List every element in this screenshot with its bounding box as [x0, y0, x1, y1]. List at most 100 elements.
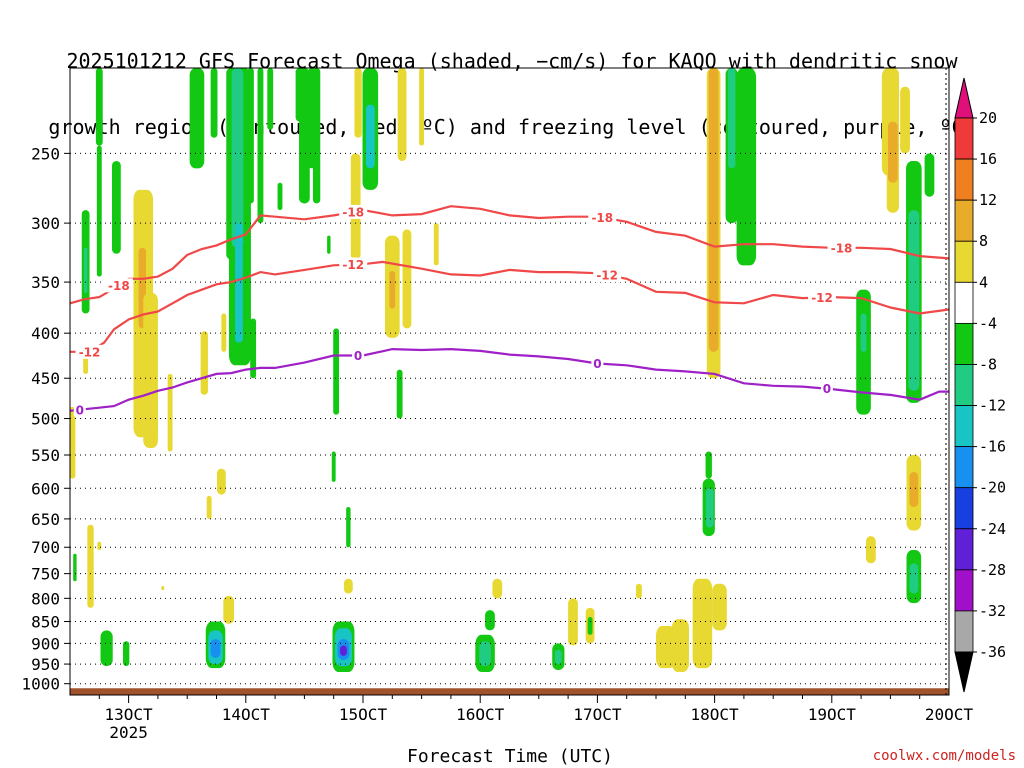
colorbar-label--28: -28 — [979, 561, 1006, 579]
omega-region-79 — [708, 68, 719, 352]
omega-region-25 — [216, 468, 226, 495]
y-tick-label-300: 300 — [31, 214, 60, 233]
contour-label-bg — [104, 278, 133, 293]
contour-label-bg — [588, 210, 617, 225]
colorbar-band--28--24 — [954, 528, 974, 571]
colorbar-label--12: -12 — [979, 397, 1006, 415]
temperature-contours: -18 -18 -18 -18 -12 -12 -12 -12 0 0 0 0 — [70, 204, 949, 417]
x-tick-label-19OCT: 19OCT — [808, 705, 857, 724]
contour-label--18: -18 — [591, 211, 613, 225]
x-tick-label-17OCT: 17OCT — [573, 705, 622, 724]
omega-region-51 — [354, 68, 362, 138]
colorbar-band-4-8 — [954, 240, 974, 283]
omega-region-84 — [860, 313, 867, 352]
x-axis: 13OCT 14OCT 15OCT 16OCT 17OCT 18OCT 19OCT 20OCT… — [98, 695, 973, 742]
colorbar-band--20--16 — [954, 446, 974, 489]
omega-region-9 — [100, 630, 113, 667]
omega-region-17 — [167, 373, 173, 452]
x-tick-label-15OCT: 15OCT — [339, 705, 388, 724]
omega-region-24 — [210, 639, 221, 658]
y-tick-label-1000: 1000 — [21, 675, 60, 694]
contour-line--18 — [70, 205, 949, 305]
contour-label--12: -12 — [342, 258, 364, 272]
omega-region-15 — [148, 386, 158, 441]
omega-region-21 — [210, 68, 218, 138]
omega-region-20 — [206, 495, 212, 519]
colorbar-label--32: -32 — [979, 602, 1006, 620]
contour-label-bg — [339, 204, 368, 219]
colorbar-bottom-arrow — [954, 651, 974, 693]
colorbar-band-8-12 — [954, 199, 974, 242]
omega-region-96 — [924, 153, 935, 197]
contour-line-0 — [70, 347, 949, 412]
omega-region-30 — [231, 68, 244, 248]
x-tick-label-16OCT: 16OCT — [456, 705, 505, 724]
contour-label-bg — [827, 240, 856, 255]
contour-label--18: -18 — [342, 205, 364, 219]
contour-label-0: 0 — [593, 357, 601, 371]
omega-region-11 — [122, 641, 130, 667]
contour-label-bg — [820, 381, 833, 396]
omega-region-32 — [247, 68, 254, 204]
colorbar-label--24: -24 — [979, 520, 1006, 538]
omega-region-95 — [909, 563, 919, 594]
omega-region-72 — [671, 619, 689, 673]
contour-label--12: -12 — [811, 291, 833, 305]
colorbar-label-20: 20 — [979, 109, 997, 127]
omega-region-74 — [712, 583, 727, 631]
omega-region-10 — [111, 160, 121, 254]
colorbar-label--16: -16 — [979, 438, 1006, 456]
omega-region-16 — [161, 586, 165, 591]
contour-label-0: 0 — [354, 349, 362, 363]
colorbar-band--8--4 — [954, 322, 974, 365]
omega-region-89 — [900, 86, 910, 154]
omega-region-64 — [492, 578, 503, 599]
y-tick-label-400: 400 — [31, 324, 60, 343]
y-tick-label-750: 750 — [31, 565, 60, 584]
contour-label--18: -18 — [831, 241, 853, 255]
colorbar-band-12-16 — [954, 158, 974, 201]
x-tick-label-18OCT: 18OCT — [691, 705, 740, 724]
omega-region-83 — [856, 289, 871, 415]
omega-region-71 — [656, 625, 676, 669]
omega-region-62 — [479, 641, 491, 667]
contour-label--18: -18 — [108, 279, 130, 293]
omega-region-34 — [257, 68, 264, 224]
omega-region-33 — [250, 318, 257, 379]
omega-region-85 — [865, 536, 876, 564]
omega-region-38 — [299, 68, 310, 204]
omega-region-31 — [235, 223, 243, 343]
omega-region-91 — [908, 210, 920, 391]
omega-region-88 — [887, 121, 898, 183]
colorbar-band--16--12 — [954, 405, 974, 448]
colorbar-band--24--20 — [954, 487, 974, 530]
omega-region-57 — [397, 68, 407, 161]
omega-region-5 — [87, 524, 94, 608]
omega-region-7 — [96, 145, 102, 277]
colorbar-label--8: -8 — [979, 355, 997, 373]
omega-region-41 — [327, 235, 331, 254]
y-tick-label-650: 650 — [31, 510, 60, 529]
x-year-label: 2025 — [109, 723, 148, 742]
omega-region-47 — [340, 645, 347, 656]
omega-region-0 — [70, 406, 76, 479]
x-tick-label-14OCT: 14OCT — [222, 705, 271, 724]
colorbar-label-8: 8 — [979, 232, 988, 250]
y-tick-label-950: 950 — [31, 655, 60, 674]
omega-region-75 — [705, 451, 712, 479]
y-tick-label-250: 250 — [31, 144, 60, 163]
contour-line--12 — [70, 260, 949, 353]
omega-region-77 — [705, 488, 714, 528]
omega-region-40 — [312, 68, 321, 204]
omega-region-4 — [83, 247, 88, 293]
y-tick-label-500: 500 — [31, 410, 60, 429]
omega-region-35 — [267, 68, 274, 130]
y-axis: 250 300 350 400 450 500 550 600 650 700 750 800 850 9… — [21, 144, 70, 694]
contour-label--12: -12 — [79, 345, 101, 359]
omega-region-58 — [402, 229, 412, 329]
ground-fill — [70, 688, 949, 695]
colorbar-label-16: 16 — [979, 150, 997, 168]
omega-region-49 — [343, 578, 353, 594]
omega-region-82 — [736, 68, 757, 266]
omega-region-59 — [419, 68, 425, 146]
